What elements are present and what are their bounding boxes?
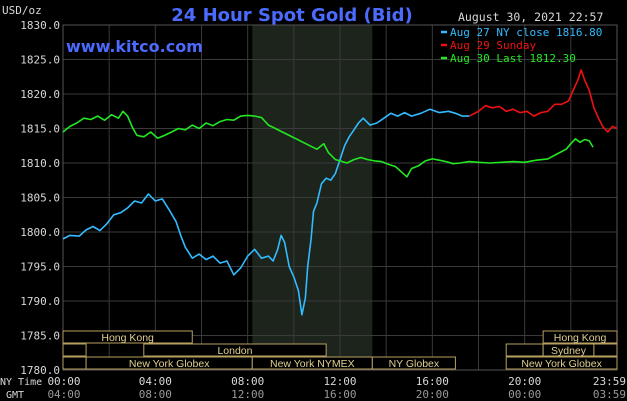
y-tick-label: 1805.0 [20,192,60,205]
x-tick-label-gmt: 16:00 [323,388,356,401]
y-tick-label: 1810.0 [20,157,60,170]
y-tick-label: 1785.0 [20,330,60,343]
session-box [505,343,544,357]
series-line-0 [62,108,470,316]
session-box [593,343,618,357]
session-label: London [217,345,252,357]
session-label: NY Globex [389,358,440,370]
y-tick-label: 1825.0 [20,54,60,67]
session-label: New York Globex [521,358,602,370]
session-box [62,343,87,357]
kitco-watermark: www.kitco.com [66,37,203,56]
chart-grid [62,24,618,371]
session-label: Hong Kong [554,332,607,344]
x-tick-label-gmt: 00:00 [508,388,541,401]
x-tick-label-gmt: 04:00 [47,388,80,401]
y-tick-label: 1780.0 [20,364,60,377]
session-box [542,330,618,344]
legend-entry: Aug 29 Sunday [450,39,536,52]
plot-frame [62,24,618,371]
legend-entry: Aug 30 Last 1812.30 [450,52,576,65]
session-label: Sydney [551,345,587,357]
timestamp: August 30, 2021 22:57 [458,10,603,24]
session-box [62,356,87,370]
trading-sessions: Hong Kong London New York Globex New York N… [62,330,618,370]
session-box [62,330,193,344]
y-tick-label: 1795.0 [20,261,60,274]
x-tick-label-ny: 04:00 [139,375,172,388]
session-box [505,356,618,370]
y-tick-label: 1830.0 [20,19,60,32]
session-label: Hong Kong [101,332,154,344]
chart-title: 24 Hour Spot Gold (Bid) [171,5,412,26]
y-axis-unit-label: USD/oz [2,4,42,17]
x-tick-label-ny: 12:00 [323,375,356,388]
session-box [371,356,456,370]
x-tick-label-gmt: 12:00 [231,388,264,401]
x-tick-label-ny: 16:00 [416,375,449,388]
x-tick-label-ny: 20:00 [508,375,541,388]
y-tick-label: 1820.0 [20,88,60,101]
series-line-1 [468,69,618,133]
legend-entry: Aug 27 NY close 1816.80 [450,26,602,39]
y-tick-label: 1800.0 [20,226,60,239]
x-tick-label-gmt: 08:00 [139,388,172,401]
x-tick-label-ny: 00:00 [47,375,80,388]
price-series [62,69,618,316]
session-box [143,343,327,357]
session-label: New York Globex [129,358,210,370]
y-tick-label: 1790.0 [20,295,60,308]
session-label: New York NYMEX [270,358,355,370]
x-axis-row-label-ny: NY Time [0,377,42,388]
x-tick-label-gmt: 03:59 [593,388,626,401]
x-axis-row-label-gmt: GMT [6,390,24,401]
y-tick-label: 1815.0 [20,123,60,136]
y-axis: 1830.0 1825.0 1820.0 1815.0 1810.0 1805.0 1800… [20,19,60,377]
x-tick-label-ny: 23:59 [593,375,626,388]
x-tick-label-ny: 08:00 [231,375,264,388]
series-line-2 [62,110,594,178]
x-tick-label-gmt: 20:00 [416,388,449,401]
x-axis: NY TimeGMT00:0004:0004:0008:0008:0012:00… [0,375,626,401]
